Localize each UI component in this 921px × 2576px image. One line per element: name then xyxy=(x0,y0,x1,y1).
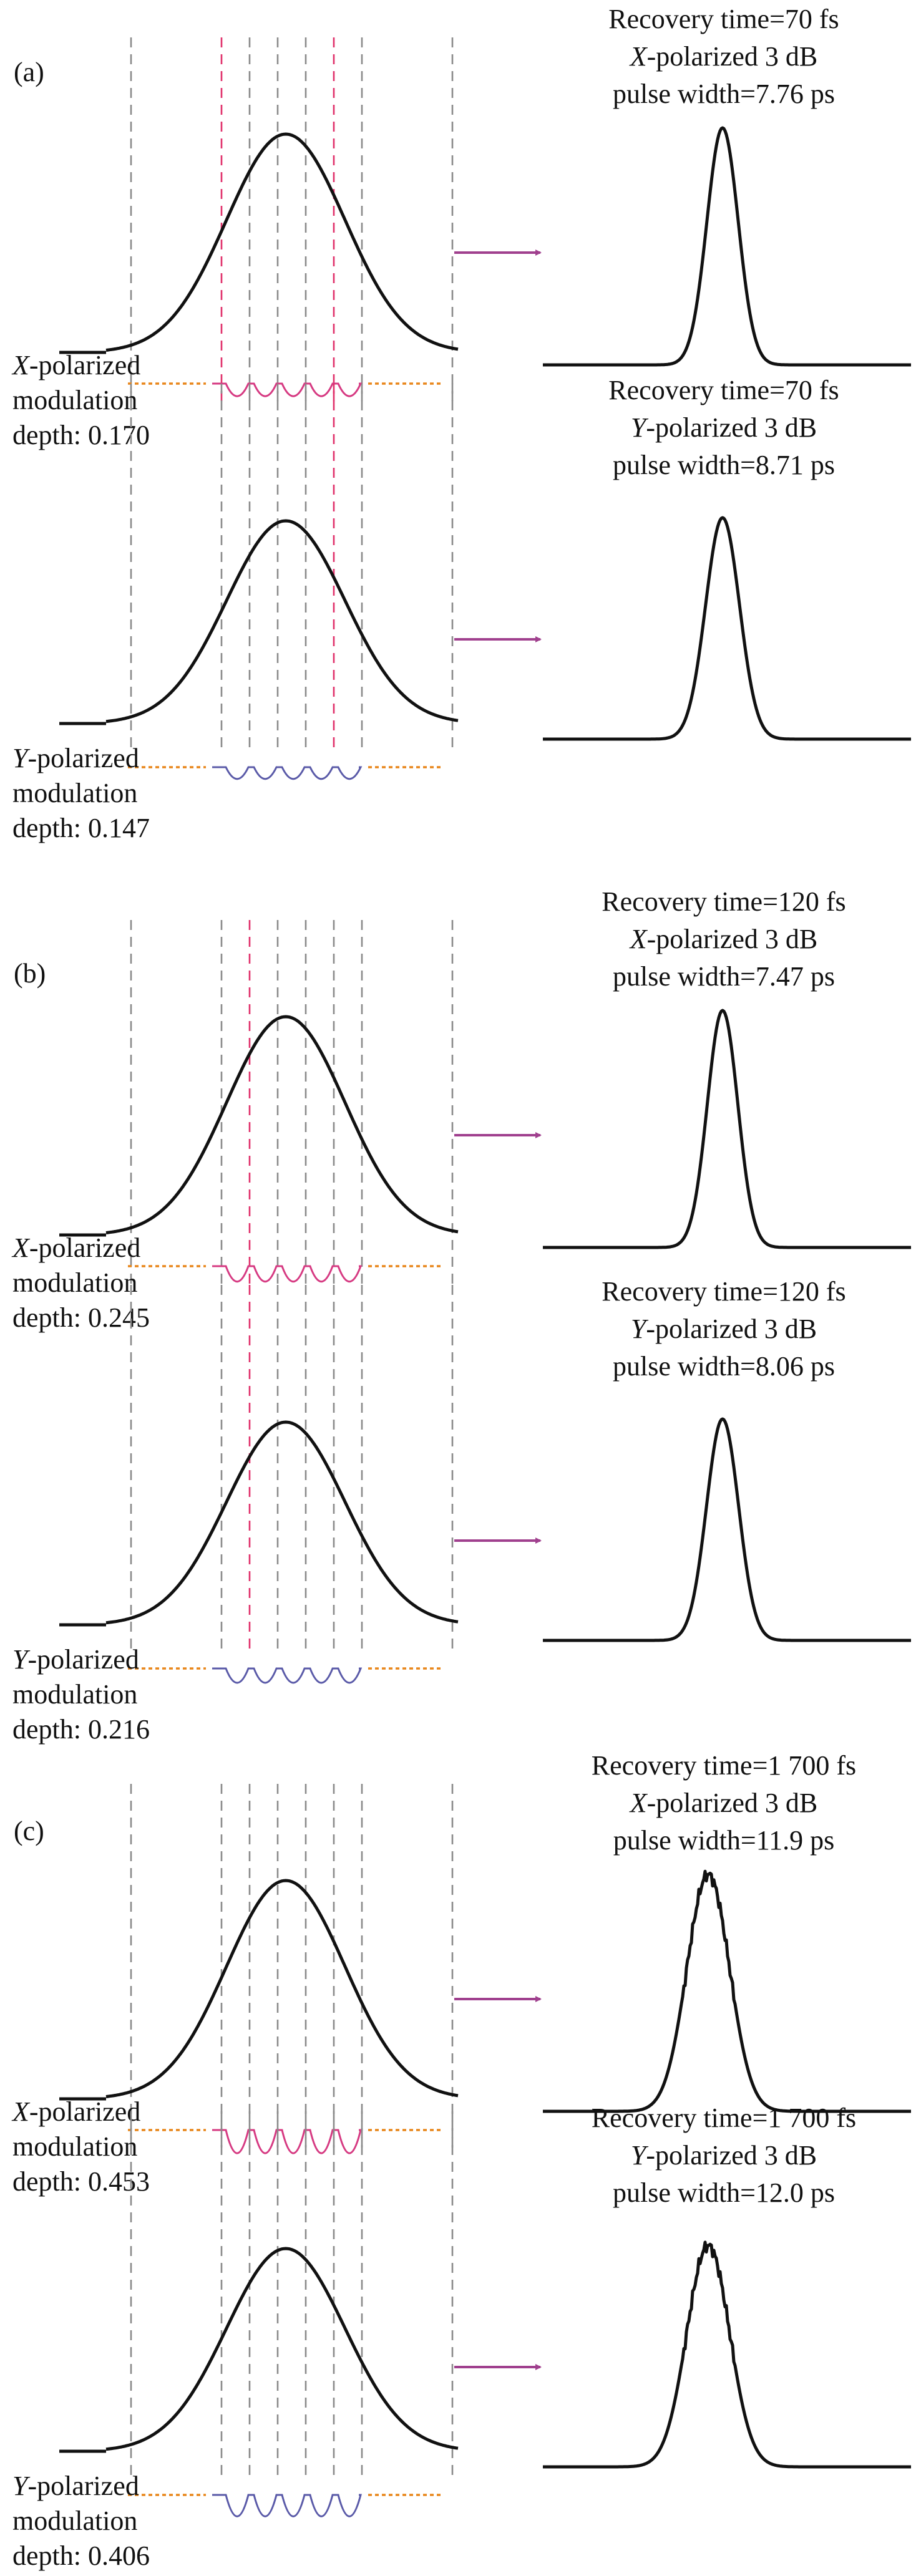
polarization-label-suffix: -polarized xyxy=(27,743,139,773)
polarization-label: Y-polarized xyxy=(12,743,139,773)
polarization-label: X-polarized xyxy=(11,1232,140,1263)
pulse-width-title: pulse width=12.0 ps xyxy=(613,2177,835,2208)
modulation-depth-value: depth: 0.406 xyxy=(12,2540,150,2571)
polarization-label-letter: Y xyxy=(12,2471,31,2501)
output-pulse-curve xyxy=(542,126,912,367)
modulation-dips xyxy=(212,1265,363,1283)
polarized-3db-title: X-polarized 3 dB xyxy=(629,924,818,954)
modulation-dips xyxy=(212,1667,363,1684)
input-pulse-curve xyxy=(105,2247,459,2451)
polarization-label-letter: X xyxy=(11,2096,31,2127)
polarization-label: X-polarized xyxy=(11,2096,140,2127)
modulation-label: modulation xyxy=(12,2131,137,2162)
polarization-label-suffix: -polarized xyxy=(29,2096,140,2127)
polarized-3db-title: Y-polarized 3 dB xyxy=(631,412,817,443)
polarized-3db-title-suffix: -polarized 3 dB xyxy=(647,1788,818,1818)
polarized-3db-title-letter: X xyxy=(629,41,648,72)
polarization-label: Y-polarized xyxy=(12,1644,139,1675)
modulation-label: modulation xyxy=(12,2506,137,2536)
recovery-time-title: Recovery time=70 fs xyxy=(608,375,839,405)
input-pulse-curve xyxy=(105,1879,459,2098)
panel-label: (b) xyxy=(14,958,46,989)
polarization-label-suffix: -polarized xyxy=(27,2471,139,2501)
polarized-3db-title-suffix: -polarized 3 dB xyxy=(647,924,818,954)
polarized-3db-title-letter: X xyxy=(629,924,648,954)
polarized-3db-title: Y-polarized 3 dB xyxy=(631,1314,817,1344)
modulation-depth-value: depth: 0.245 xyxy=(12,1302,150,1333)
polarized-3db-title-suffix: -polarized 3 dB xyxy=(646,1314,817,1344)
polarization-label-letter: X xyxy=(11,1232,31,1263)
input-pulse-curve xyxy=(105,1420,459,1625)
polarized-3db-title-letter: Y xyxy=(631,1314,649,1344)
output-pulse-curve xyxy=(542,2240,912,2469)
polarized-3db-title-letter: X xyxy=(629,1788,648,1818)
modulation-dips xyxy=(212,382,363,397)
modulation-label: modulation xyxy=(12,385,137,415)
pulse-width-title: pulse width=7.47 ps xyxy=(613,961,835,992)
recovery-time-title: Recovery time=120 fs xyxy=(602,886,845,917)
modulation-dips xyxy=(212,766,363,780)
polarized-3db-title-letter: Y xyxy=(631,2140,649,2171)
polarized-3db-title-suffix: -polarized 3 dB xyxy=(647,41,818,72)
input-pulse-curve xyxy=(105,1015,459,1234)
polarization-label-suffix: -polarized xyxy=(29,350,140,380)
polarization-label-letter: Y xyxy=(12,1644,31,1675)
pulse-width-title: pulse width=7.76 ps xyxy=(613,79,835,109)
pulse-width-title: pulse width=11.9 ps xyxy=(613,1825,834,1856)
modulation-depth-value: depth: 0.147 xyxy=(12,813,150,843)
polarization-label: X-polarized xyxy=(11,350,140,380)
input-pulse-curve xyxy=(105,132,459,352)
polarization-label: Y-polarized xyxy=(12,2471,139,2501)
pulse-width-title: pulse width=8.71 ps xyxy=(613,450,835,480)
modulation-depth-value: depth: 0.453 xyxy=(12,2166,150,2197)
polarization-label-suffix: -polarized xyxy=(29,1232,140,1263)
pulse-width-title: pulse width=8.06 ps xyxy=(613,1351,835,1382)
modulation-label: modulation xyxy=(12,1267,137,1298)
polarized-3db-title: Y-polarized 3 dB xyxy=(631,2140,817,2171)
modulation-dips xyxy=(212,2494,362,2517)
panel-label: (c) xyxy=(14,1816,44,1846)
input-pulse-curve xyxy=(105,519,459,724)
output-pulse-curve xyxy=(542,1009,912,1249)
output-pulse-curve xyxy=(542,1869,912,2113)
output-pulse-curve xyxy=(542,1417,912,1642)
polarization-label-letter: Y xyxy=(12,743,31,773)
recovery-time-title: Recovery time=70 fs xyxy=(608,4,839,34)
panel-label: (a) xyxy=(14,57,44,87)
modulation-depth-value: depth: 0.170 xyxy=(12,420,150,450)
polarized-3db-title: X-polarized 3 dB xyxy=(629,1788,818,1818)
polarized-3db-title-letter: Y xyxy=(631,412,649,443)
output-pulse-curve xyxy=(542,516,912,741)
recovery-time-title: Recovery time=120 fs xyxy=(602,1276,845,1307)
modulation-label: modulation xyxy=(12,1679,137,1710)
polarized-3db-title-suffix: -polarized 3 dB xyxy=(646,2140,817,2171)
polarization-label-letter: X xyxy=(11,350,31,380)
recovery-time-title: Recovery time=1 700 fs xyxy=(592,1750,856,1781)
modulation-depth-value: depth: 0.216 xyxy=(12,1714,150,1745)
modulation-label: modulation xyxy=(12,778,137,808)
modulation-dips xyxy=(212,2129,362,2154)
polarization-label-suffix: -polarized xyxy=(27,1644,139,1675)
polarized-3db-title-suffix: -polarized 3 dB xyxy=(646,412,817,443)
polarized-3db-title: X-polarized 3 dB xyxy=(629,41,818,72)
recovery-time-title: Recovery time=1 700 fs xyxy=(592,2103,856,2133)
